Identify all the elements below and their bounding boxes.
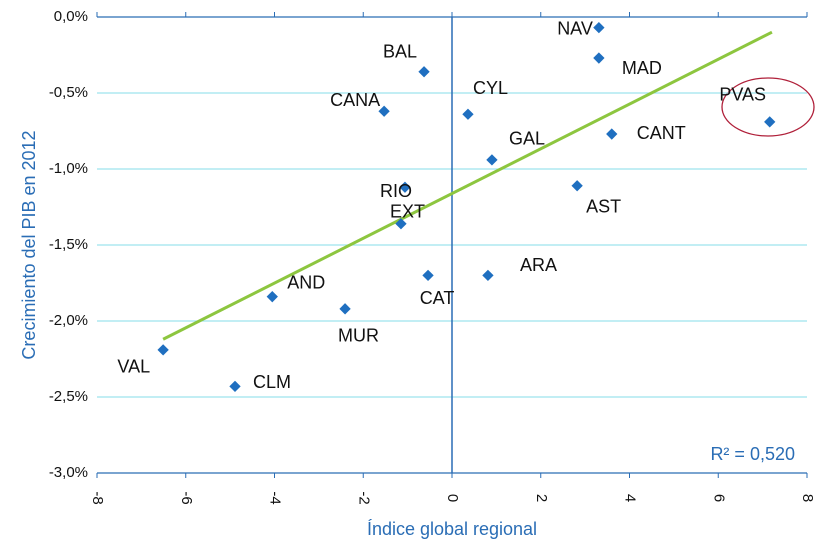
x-tick-label: -8	[89, 491, 106, 504]
x-tick-label: 0	[444, 494, 461, 502]
x-tick-label: 6	[710, 494, 727, 502]
point-label: BAL	[383, 41, 417, 61]
point	[764, 116, 776, 128]
y-tick-label: -1,0%	[49, 160, 88, 177]
x-tick-label: 4	[622, 494, 639, 502]
point-label: GAL	[509, 129, 545, 149]
r-squared: R² = 0,520	[710, 444, 795, 464]
point	[339, 303, 351, 315]
point	[418, 66, 430, 78]
point	[593, 52, 605, 64]
point	[486, 154, 498, 166]
point	[606, 128, 618, 140]
point	[422, 269, 434, 282]
x-tick-label: -2	[355, 491, 372, 504]
x-tick-label: -4	[267, 491, 284, 504]
point-label: AND	[287, 272, 325, 292]
point-label: VAL	[117, 357, 150, 377]
point	[378, 105, 390, 117]
x-tick-label: -6	[178, 491, 195, 504]
highlight-ellipse	[721, 77, 815, 137]
point	[157, 344, 169, 356]
point-label: MUR	[338, 326, 379, 346]
point-label: EXT	[390, 201, 425, 221]
point-label: PVAS	[719, 85, 766, 105]
point	[266, 291, 278, 303]
y-tick-label: -3,0%	[49, 464, 88, 481]
point	[593, 21, 605, 34]
point	[482, 269, 494, 282]
x-axis-title: Índice global regional	[367, 519, 537, 539]
x-tick-label: 8	[799, 494, 816, 502]
point	[571, 180, 583, 192]
point-label: CAT	[420, 288, 455, 308]
point-label: CLM	[253, 372, 291, 392]
point-label: NAV	[557, 18, 593, 38]
y-tick-label: -1,5%	[49, 236, 88, 253]
point-label: ARA	[520, 255, 557, 275]
point-label: CANA	[330, 90, 380, 110]
y-axis-title: Crecimiento del PIB en 2012	[19, 130, 39, 359]
point	[395, 218, 407, 230]
point-label: CYL	[473, 78, 508, 98]
x-tick-label: 2	[533, 494, 550, 502]
trendline	[162, 30, 773, 341]
y-tick-label: -0,5%	[49, 84, 88, 101]
point	[462, 108, 474, 120]
point	[399, 181, 411, 193]
point-label: AST	[586, 196, 621, 216]
y-tick-label: -2,5%	[49, 388, 88, 405]
point-label: RIO	[380, 181, 412, 201]
y-tick-label: 0,0%	[54, 8, 88, 25]
point-label: CANT	[637, 123, 686, 143]
point	[229, 380, 241, 393]
point-label: MAD	[622, 58, 662, 78]
y-tick-label: -2,0%	[49, 312, 88, 329]
